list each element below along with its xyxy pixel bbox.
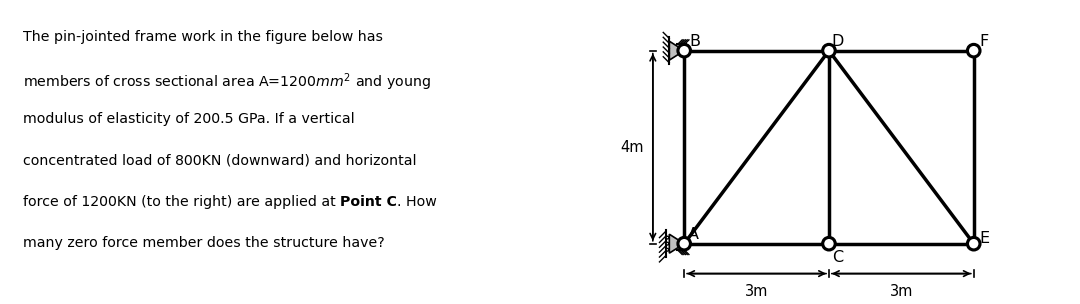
- Text: A: A: [687, 227, 699, 243]
- Polygon shape: [670, 234, 685, 253]
- Circle shape: [678, 237, 690, 250]
- Text: 3m: 3m: [890, 284, 913, 299]
- Circle shape: [678, 44, 690, 57]
- Circle shape: [968, 44, 980, 57]
- Text: Point C: Point C: [340, 195, 396, 209]
- Text: 4m: 4m: [621, 140, 644, 155]
- Text: concentrated load of 800KN (downward) and horizontal: concentrated load of 800KN (downward) an…: [23, 154, 416, 168]
- Text: force of 1200KN (to the right) are applied at: force of 1200KN (to the right) are appli…: [23, 195, 340, 209]
- Text: B: B: [689, 34, 700, 50]
- Text: D: D: [832, 33, 843, 49]
- Text: many zero force member does the structure have?: many zero force member does the structur…: [23, 236, 384, 250]
- Text: members of cross sectional area A=1200$mm^2$ and young: members of cross sectional area A=1200$m…: [23, 71, 431, 93]
- Text: E: E: [980, 231, 989, 246]
- Text: modulus of elasticity of 200.5 GPa. If a vertical: modulus of elasticity of 200.5 GPa. If a…: [23, 112, 354, 126]
- Text: The pin-jointed frame work in the figure below has: The pin-jointed frame work in the figure…: [23, 30, 382, 44]
- Circle shape: [666, 236, 669, 239]
- Circle shape: [666, 242, 669, 245]
- Text: C: C: [832, 250, 843, 265]
- Circle shape: [968, 237, 980, 250]
- Circle shape: [823, 237, 835, 250]
- Circle shape: [823, 44, 835, 57]
- Polygon shape: [670, 41, 685, 60]
- Text: F: F: [980, 34, 989, 50]
- Text: . How: . How: [396, 195, 436, 209]
- Circle shape: [666, 248, 669, 251]
- Text: 3m: 3m: [745, 284, 768, 299]
